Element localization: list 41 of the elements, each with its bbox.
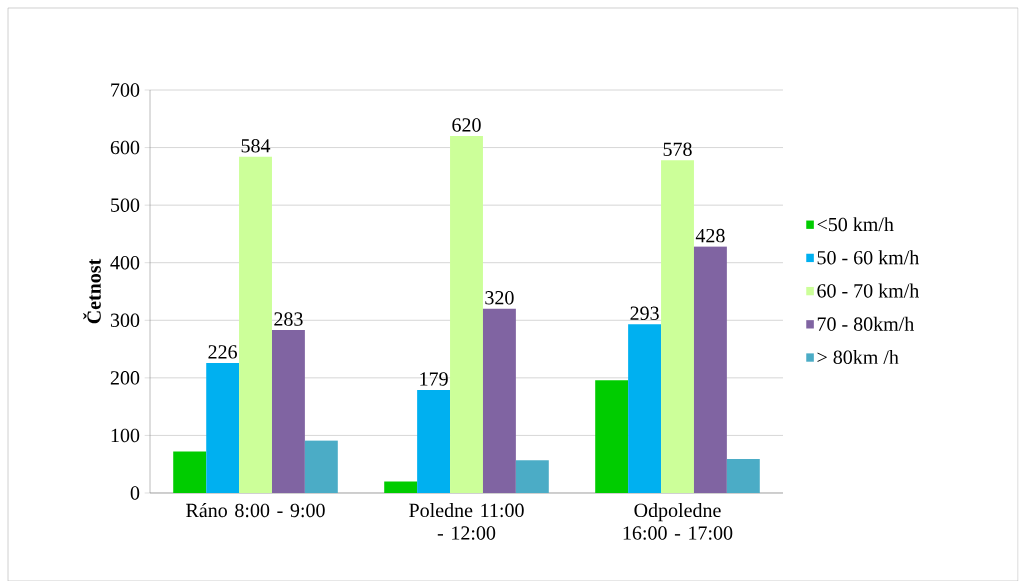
legend-label: <50 km/h [817,217,894,232]
bar [239,156,272,493]
bar [206,362,240,493]
bar [726,458,760,493]
y-tick-label: 0 [130,486,140,500]
data-label: 620 [452,118,481,132]
data-label: 320 [485,290,514,305]
y-tick-label: 100 [111,428,140,443]
data-label: 283 [274,312,303,326]
y-tick-label: 200 [110,370,140,385]
bar [271,329,305,493]
bar [482,308,516,493]
data-label: 293 [630,306,659,320]
x-tick-label: Odpoledne 16:00 - 17:00 [623,502,733,540]
y-tick-label: 600 [110,140,140,155]
y-axis-title: Četnost [83,258,101,324]
y-tick-label: 300 [110,313,140,327]
data-label: 578 [663,142,692,156]
y-tick-label: 500 [111,198,140,212]
legend-label: 50 - 60 km/h [817,250,920,265]
bar [595,380,629,493]
bar [173,451,207,493]
y-tick-label: 400 [110,255,140,270]
y-tick-label: 700 [111,83,140,97]
bar [384,481,418,493]
bar [450,135,483,493]
bar [628,324,662,493]
legend-label: 60 - 70 km/h [817,283,920,298]
data-label: 226 [208,345,237,359]
bar [661,160,694,493]
bar [417,389,451,493]
x-tick-label: Ráno 8:00 - 9:00 [186,502,325,518]
data-label: 179 [420,372,448,386]
legend-label: > 80km /h [817,349,899,364]
legend-label: 70 - 80km/h [817,316,915,331]
data-label: 428 [695,228,725,243]
bar [693,246,727,493]
bar [304,440,338,493]
bar [515,460,549,493]
x-tick-label: Poledne 11:00 - 12:00 [409,502,524,540]
data-label: 584 [241,138,271,153]
